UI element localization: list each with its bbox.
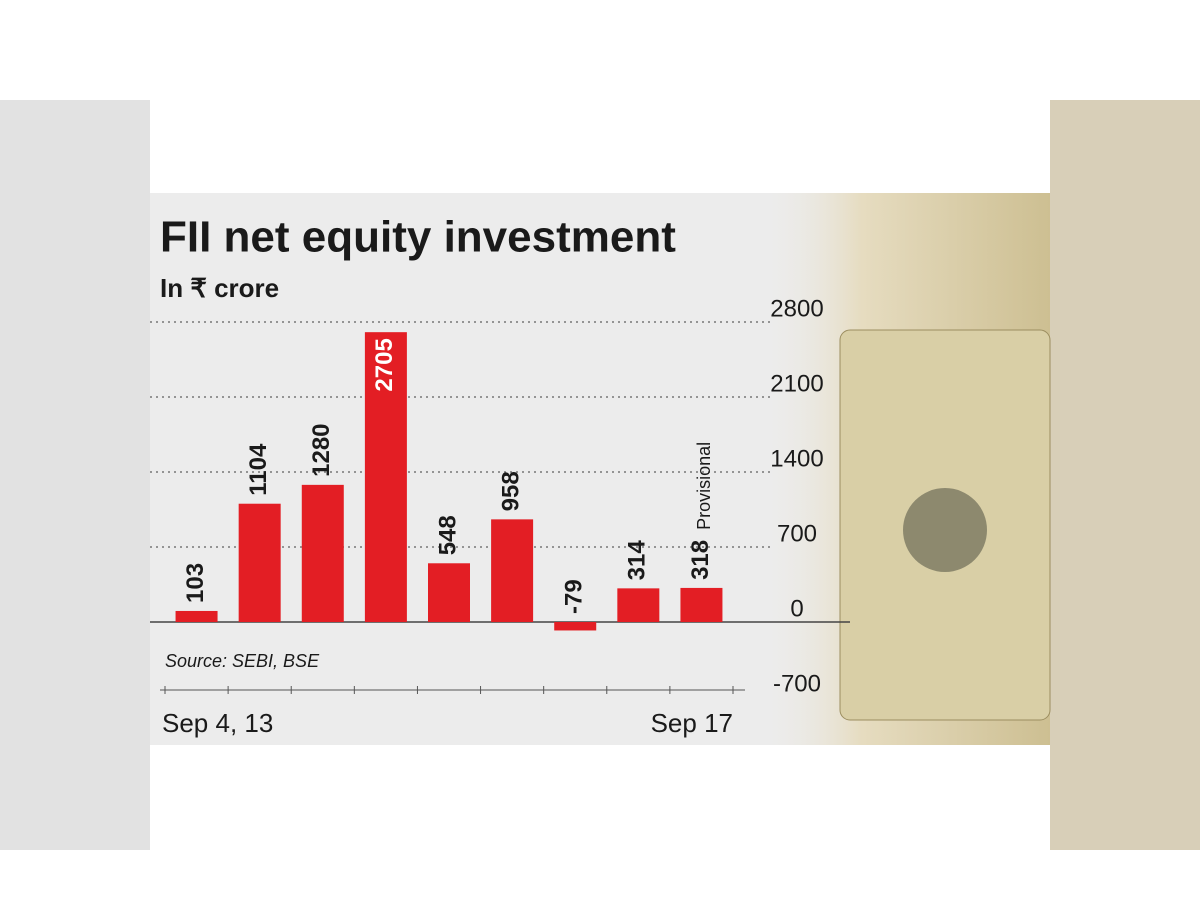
value-label: 314 xyxy=(624,540,651,581)
x-tick-label: Sep 17 xyxy=(651,708,733,738)
source-note: Source: SEBI, BSE xyxy=(165,651,320,671)
chart-title: FII net equity investment xyxy=(160,213,676,262)
bar xyxy=(617,588,660,622)
chart-subtitle: In ₹ crore xyxy=(160,273,279,303)
value-label: 2705 xyxy=(371,338,398,391)
bar xyxy=(428,563,470,622)
bar xyxy=(238,503,281,622)
blurred-background-right xyxy=(1050,100,1200,850)
bar xyxy=(680,587,723,622)
x-tick-label: Sep 4, 13 xyxy=(162,708,273,738)
value-label: 318 xyxy=(687,540,714,580)
value-label: 958 xyxy=(497,471,524,511)
bar xyxy=(554,622,597,631)
y-tick-label: 2800 xyxy=(770,295,823,322)
value-label: -79 xyxy=(561,579,588,614)
y-tick-label: -700 xyxy=(773,670,821,697)
blurred-background-left xyxy=(0,100,150,850)
value-label: 103 xyxy=(182,563,209,603)
y-tick-label: 2100 xyxy=(770,370,823,397)
value-label: 1104 xyxy=(245,443,272,496)
y-tick-label: 700 xyxy=(777,520,817,547)
banknote-seal xyxy=(903,488,987,572)
bar xyxy=(175,610,218,622)
value-label: 1280 xyxy=(308,423,335,476)
annotation: Provisional xyxy=(694,442,714,530)
value-label: 548 xyxy=(434,515,461,555)
bar xyxy=(364,332,407,622)
y-tick-label: 1400 xyxy=(770,445,823,472)
bar xyxy=(301,484,344,622)
bar xyxy=(491,519,534,622)
y-tick-label: 0 xyxy=(790,595,803,622)
